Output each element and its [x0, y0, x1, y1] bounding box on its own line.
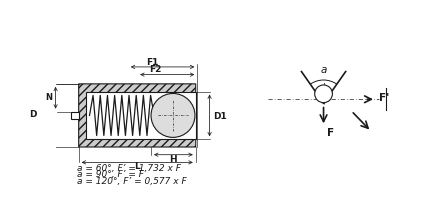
- Text: a = 120°, F’ = 0,577 x F: a = 120°, F’ = 0,577 x F: [77, 177, 187, 186]
- Text: F1: F1: [146, 58, 158, 67]
- Text: a: a: [320, 65, 327, 75]
- Text: a = 60°, F’ = 1,732 x F: a = 60°, F’ = 1,732 x F: [77, 164, 181, 173]
- Text: a = 90°, F’ = F: a = 90°, F’ = F: [77, 170, 144, 179]
- Text: N: N: [45, 93, 52, 102]
- Circle shape: [315, 85, 332, 103]
- Text: H: H: [170, 155, 177, 164]
- Text: L: L: [134, 162, 140, 171]
- Bar: [71, 112, 78, 119]
- Text: F': F': [379, 93, 389, 103]
- Text: D1: D1: [213, 112, 226, 121]
- Text: F: F: [327, 128, 334, 138]
- Text: D: D: [29, 110, 36, 119]
- FancyBboxPatch shape: [78, 84, 196, 147]
- Circle shape: [151, 93, 195, 137]
- Bar: [86, 92, 196, 139]
- Text: F2: F2: [149, 65, 161, 74]
